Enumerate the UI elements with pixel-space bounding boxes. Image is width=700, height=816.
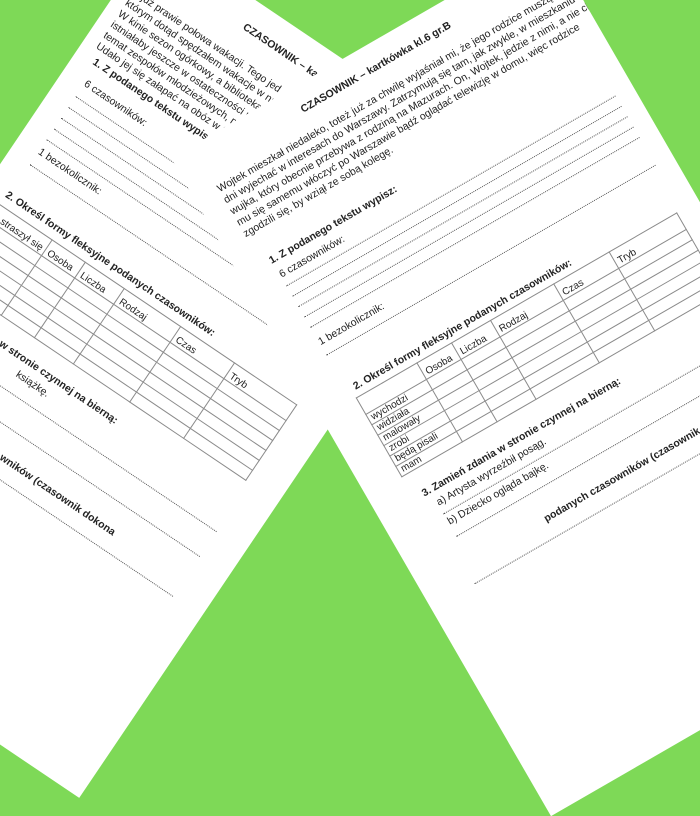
task-4-heading: wników (czasownik dokona bbox=[0, 451, 118, 539]
table-row: widziała bbox=[371, 239, 699, 436]
answer-line bbox=[0, 394, 174, 597]
